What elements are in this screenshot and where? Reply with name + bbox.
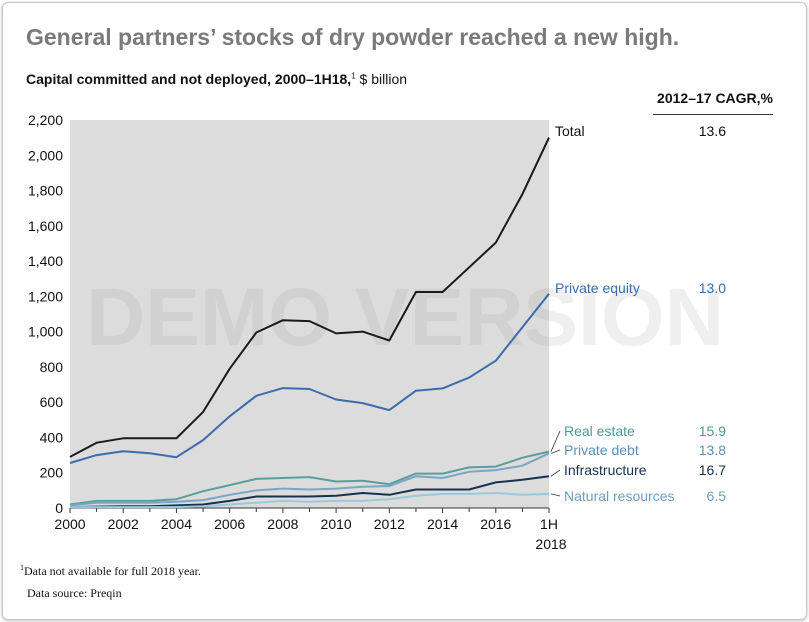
- series-label-private-debt: Private debt: [564, 442, 639, 458]
- series-line-private-debt: [69, 452, 550, 507]
- x-tick-label: 2014: [427, 516, 458, 532]
- data-source: Data source: Preqin: [27, 586, 122, 600]
- series-leader-line: [550, 430, 561, 452]
- subtitle-main: Capital committed and not deployed, 2000…: [26, 71, 352, 87]
- series-label-natural-resources: Natural resources: [564, 488, 675, 504]
- series-label-private-equity: Private equity: [555, 280, 640, 296]
- y-tick-label: 2,000: [28, 147, 63, 163]
- y-tick-label: 1,000: [28, 324, 63, 340]
- series-line-total: [69, 137, 550, 458]
- footnote-marker: 1: [20, 563, 24, 572]
- series-line-real-estate: [69, 450, 550, 506]
- y-tick-label: 0: [55, 500, 63, 516]
- watermark: DEMO VERSION: [86, 272, 724, 363]
- subtitle-footnote-marker: 1: [351, 71, 356, 81]
- x-tick-label: 2004: [161, 516, 192, 532]
- y-tick-label: 800: [40, 359, 64, 375]
- plot-area: [70, 120, 549, 508]
- chart-title: General partners’ stocks of dry powder r…: [26, 24, 680, 50]
- series-lines: [69, 137, 550, 509]
- cagr-header-rule: [653, 114, 773, 115]
- cagr-value-total: 13.6: [699, 123, 726, 139]
- subtitle-unit: $ billion: [355, 71, 408, 87]
- x-tick-label: 2002: [108, 516, 139, 532]
- y-axis-ticks: 0 200 400 600 800 1,000 1,200 1,400 1,600 1,800 2,…: [28, 112, 63, 516]
- series-leader-line: [550, 449, 561, 454]
- cagr-value-real-estate: 15.9: [699, 423, 726, 439]
- x-tick-label: 2016: [480, 516, 511, 532]
- y-tick-label: 600: [40, 394, 64, 410]
- x-tick-label: 2006: [214, 516, 245, 532]
- y-tick-label: 200: [40, 465, 64, 481]
- y-tick-label: 1,800: [28, 183, 63, 199]
- x-axis-ticks: 2000 2002 2004 2006 2008 2010 2012 2014 2016 1H 20…: [54, 508, 567, 552]
- y-tick-label: 1,200: [28, 288, 63, 304]
- cagr-value-infrastructure: 16.7: [699, 462, 726, 478]
- x-tick-label: 1H: [540, 516, 558, 532]
- cagr-value-private-debt: 13.8: [699, 442, 726, 458]
- y-tick-label: 1,600: [28, 218, 63, 234]
- series-label-infrastructure: Infrastructure: [564, 462, 647, 478]
- y-tick-label: 1,400: [28, 253, 63, 269]
- cagr-column-header: 2012–17 CAGR,%: [657, 90, 773, 106]
- footnote: 1Data not available for full 2018 year.: [20, 563, 201, 579]
- chart-subtitle: Capital committed and not deployed, 2000…: [26, 71, 407, 87]
- x-tick-sublabel: 2018: [535, 536, 566, 552]
- series-leader-line: [550, 493, 561, 497]
- series-label-real-estate: Real estate: [564, 423, 635, 439]
- footnote-text: Data not available for full 2018 year.: [24, 564, 201, 578]
- cagr-value-natural-resources: 6.5: [707, 488, 727, 504]
- series-leader-line: [550, 469, 561, 477]
- x-tick-label: 2012: [374, 516, 405, 532]
- series-line-private-equity: [69, 293, 550, 464]
- y-tick-label: 2,200: [28, 112, 63, 128]
- cagr-value-private-equity: 13.0: [699, 280, 726, 296]
- series-line-natural-resources: [70, 492, 550, 509]
- y-tick-label: 400: [40, 429, 64, 445]
- x-tick-label: 2010: [321, 516, 352, 532]
- x-tick-label: 2000: [54, 516, 85, 532]
- series-labels: Total 13.6 Private equity 13.0 Real estate 15…: [550, 123, 727, 504]
- x-tick-label: 2008: [267, 516, 298, 532]
- series-label-total: Total: [555, 123, 585, 139]
